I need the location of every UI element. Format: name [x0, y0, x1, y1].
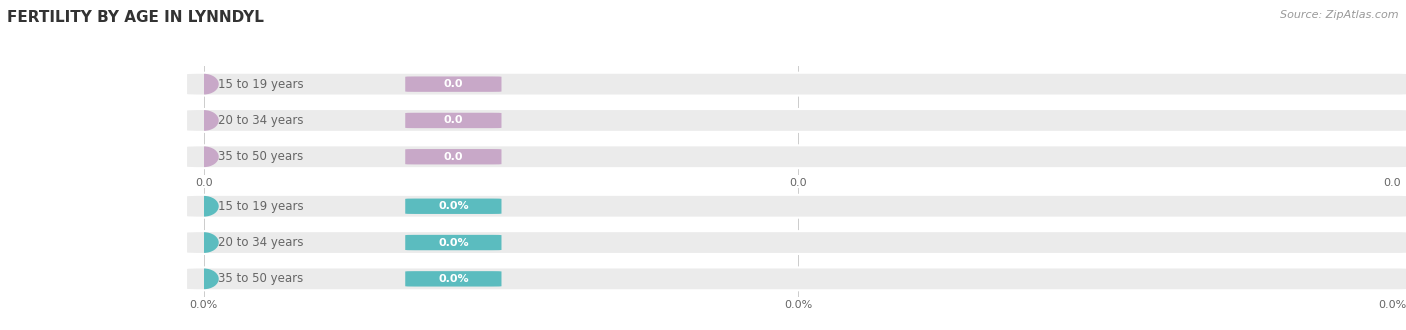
Ellipse shape	[188, 147, 219, 167]
Text: 0.0%: 0.0%	[439, 274, 468, 284]
Ellipse shape	[188, 232, 219, 253]
FancyBboxPatch shape	[186, 195, 1406, 218]
FancyBboxPatch shape	[405, 77, 502, 92]
FancyBboxPatch shape	[186, 145, 1406, 168]
Text: 20 to 34 years: 20 to 34 years	[218, 236, 304, 249]
FancyBboxPatch shape	[405, 199, 502, 214]
Ellipse shape	[188, 196, 219, 216]
FancyBboxPatch shape	[405, 271, 502, 286]
FancyBboxPatch shape	[405, 235, 502, 250]
Text: 35 to 50 years: 35 to 50 years	[218, 272, 304, 285]
FancyBboxPatch shape	[186, 231, 1406, 254]
Text: 0.0: 0.0	[444, 152, 463, 162]
FancyBboxPatch shape	[405, 149, 502, 164]
Text: 35 to 50 years: 35 to 50 years	[218, 150, 304, 163]
Text: Source: ZipAtlas.com: Source: ZipAtlas.com	[1281, 10, 1399, 20]
FancyBboxPatch shape	[405, 113, 502, 128]
Text: 0.0%: 0.0%	[439, 201, 468, 211]
Ellipse shape	[188, 74, 219, 94]
FancyBboxPatch shape	[186, 109, 1406, 132]
Text: 20 to 34 years: 20 to 34 years	[218, 114, 304, 127]
Ellipse shape	[188, 269, 219, 289]
Text: 15 to 19 years: 15 to 19 years	[218, 78, 304, 91]
Text: 0.0%: 0.0%	[439, 238, 468, 248]
Ellipse shape	[188, 110, 219, 131]
Text: 0.0: 0.0	[444, 79, 463, 89]
Text: 0.0: 0.0	[444, 115, 463, 125]
Text: 15 to 19 years: 15 to 19 years	[218, 200, 304, 213]
FancyBboxPatch shape	[186, 267, 1406, 290]
Text: FERTILITY BY AGE IN LYNNDYL: FERTILITY BY AGE IN LYNNDYL	[7, 10, 264, 25]
FancyBboxPatch shape	[186, 73, 1406, 96]
